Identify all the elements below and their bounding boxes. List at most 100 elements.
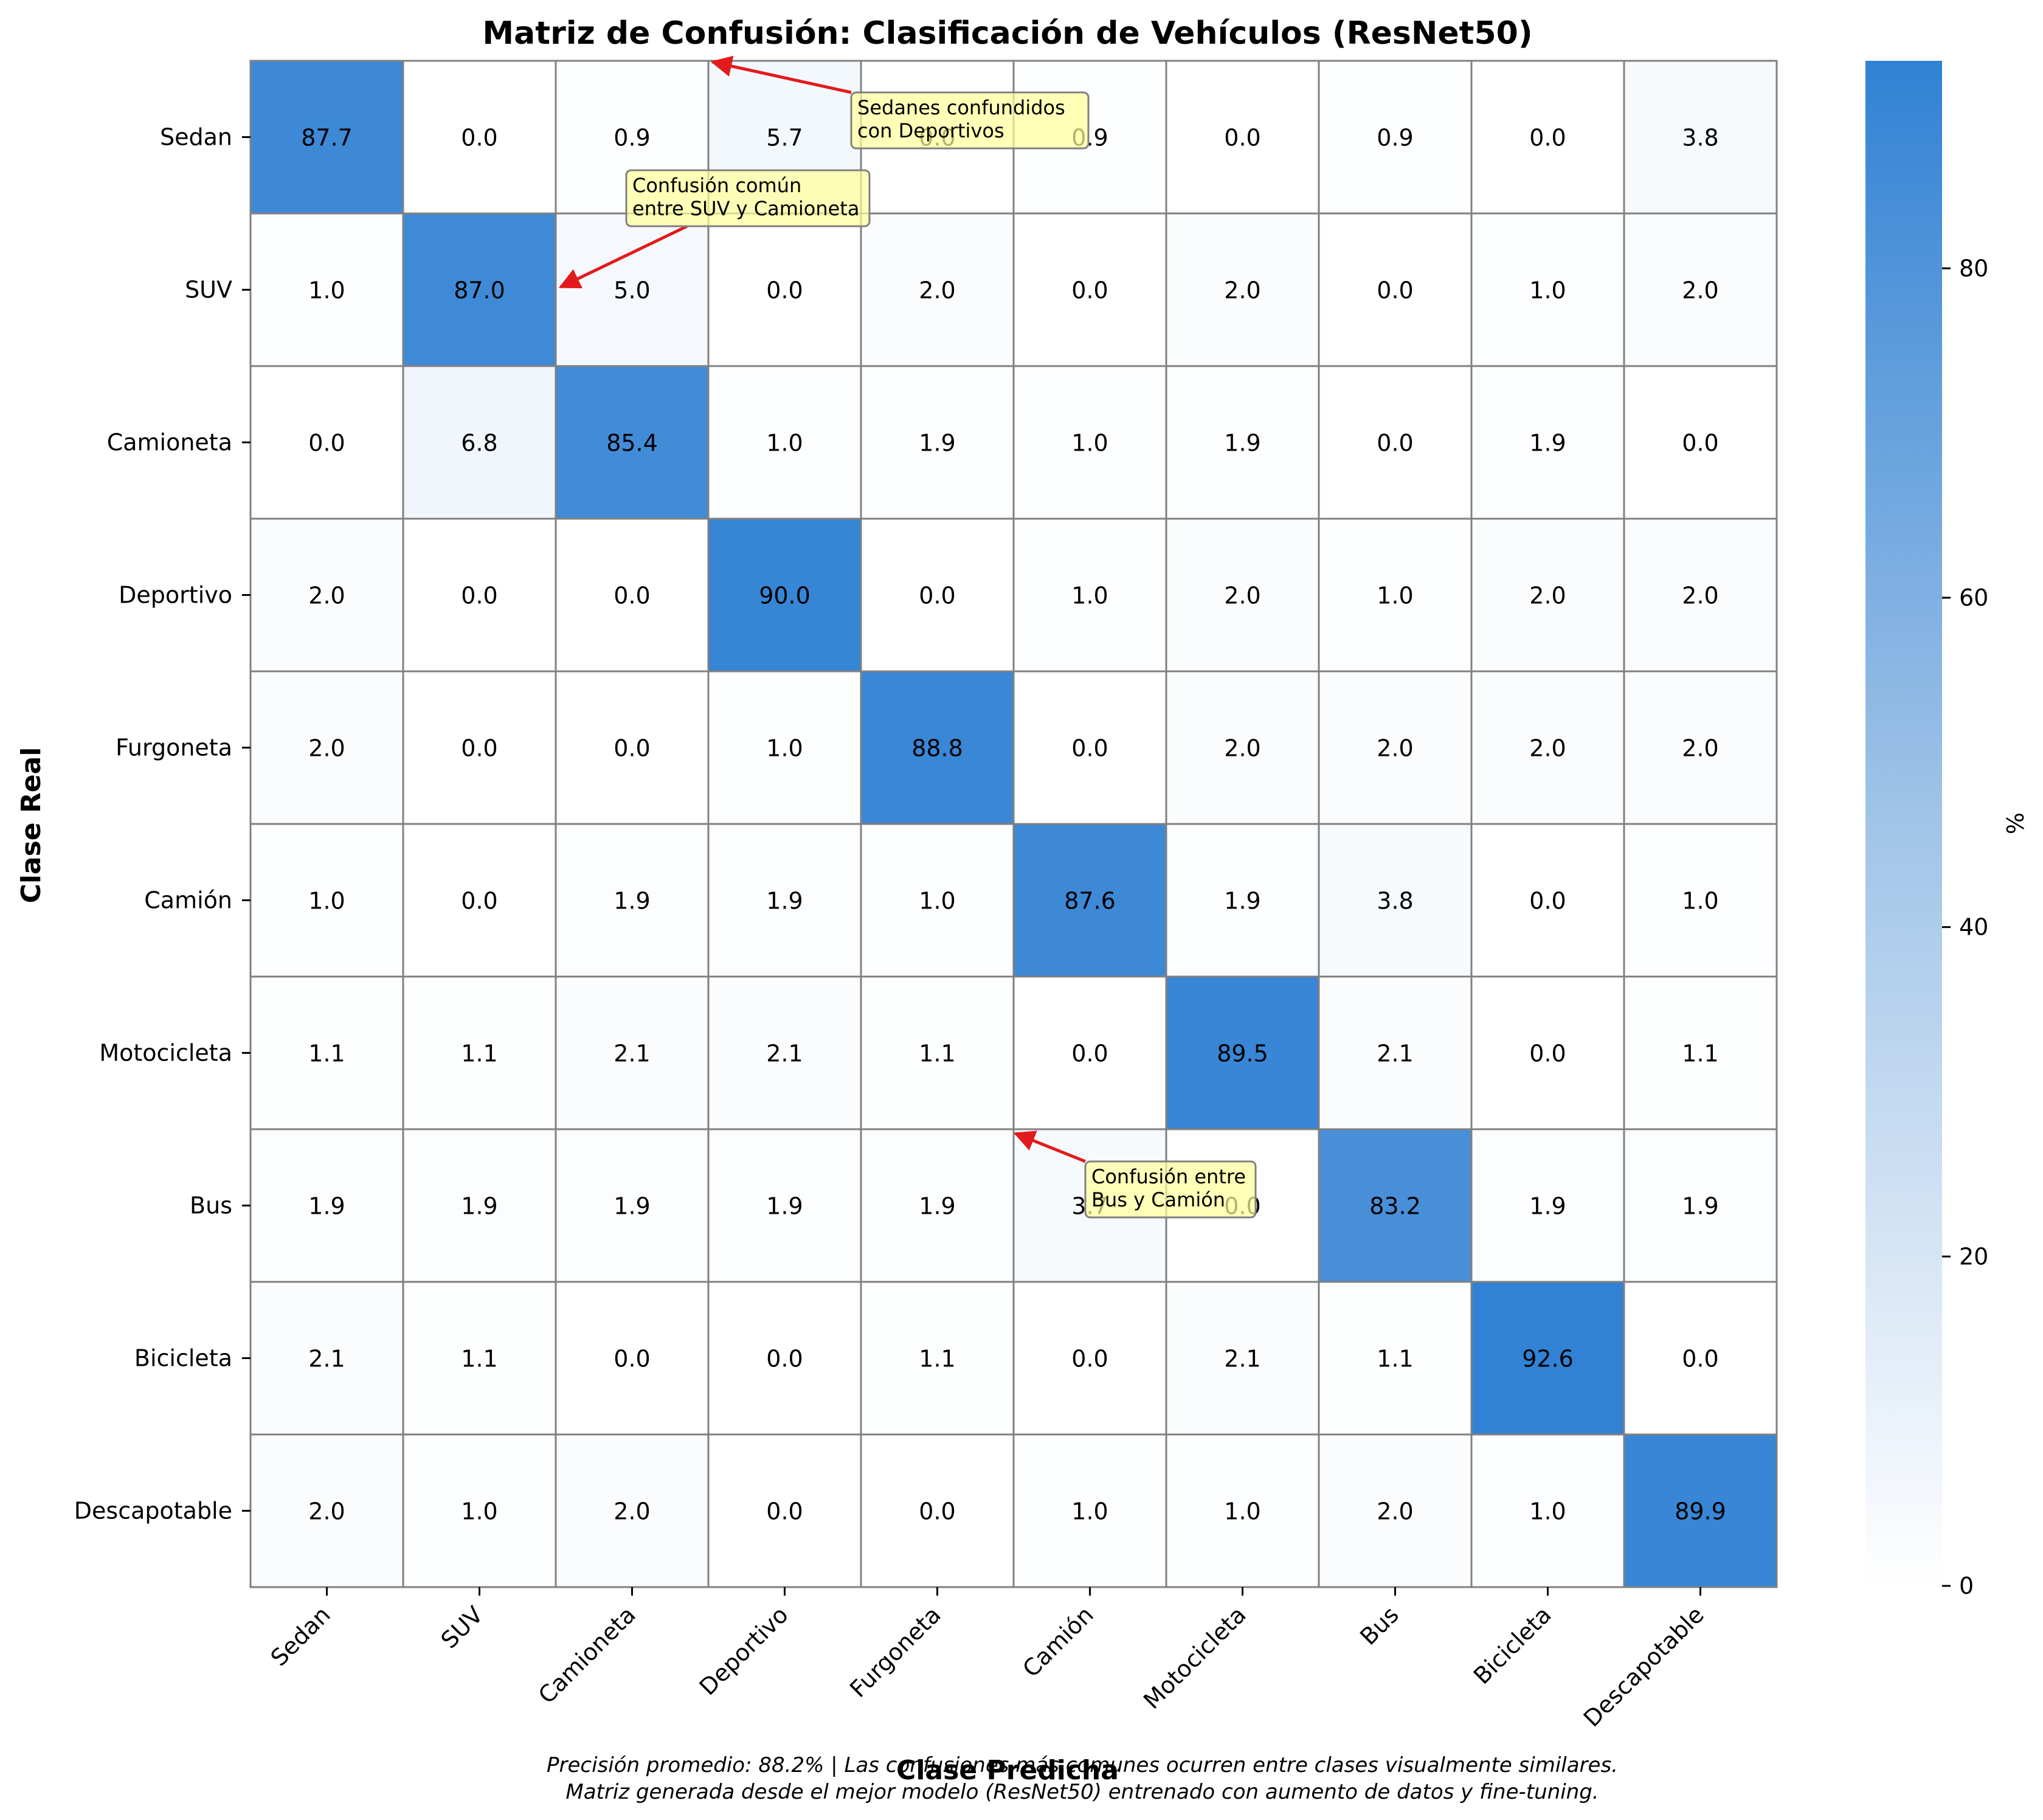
heatmap-cell xyxy=(1012,517,1167,673)
heatmap-cell xyxy=(249,975,404,1130)
cell-value-label: 1.0 xyxy=(919,888,955,915)
cell-value-label: 89.5 xyxy=(1217,1040,1268,1067)
x-tick-label: Bus xyxy=(1355,1601,1404,1650)
cell-value-label: 0.0 xyxy=(1071,277,1108,304)
cell-value-label: 2.0 xyxy=(1682,735,1718,762)
cell-value-label: 2.0 xyxy=(1529,735,1566,762)
cell-value-label: 2.0 xyxy=(919,277,955,304)
cell-value-label: 1.9 xyxy=(1529,1193,1566,1220)
heatmap-cell xyxy=(1470,823,1625,978)
cell-value-label: 89.9 xyxy=(1675,1498,1726,1525)
heatmap-cell xyxy=(1623,975,1778,1130)
x-tick-label: Camión xyxy=(1017,1601,1098,1682)
cell-value-label: 87.0 xyxy=(454,277,505,304)
y-tick-label: Motocicleta xyxy=(99,1040,232,1067)
cell-value-label: 87.7 xyxy=(301,125,353,151)
heatmap-cell xyxy=(860,670,1015,825)
cell-value-label: 2.0 xyxy=(614,1498,650,1525)
y-axis: Sedan SUV Camioneta Deportivo Furgoneta Camió… xyxy=(74,124,251,1524)
cell-value-label: 0.0 xyxy=(766,1498,803,1525)
x-tick-label: Motocicleta xyxy=(1138,1601,1251,1714)
cell-value-label: 5.0 xyxy=(614,277,650,304)
heatmap-cell xyxy=(1318,975,1473,1130)
y-tick-label: Sedan xyxy=(160,124,232,151)
heatmap-cell xyxy=(1012,823,1167,978)
heatmap-cell xyxy=(249,365,404,520)
heatmap-cell xyxy=(1470,1433,1625,1588)
cell-value-label: 0.0 xyxy=(766,277,803,304)
heatmap-cell xyxy=(249,823,404,978)
cell-value-label: 1.9 xyxy=(766,1193,803,1220)
cell-value-label: 1.9 xyxy=(308,1193,345,1220)
heatmap-cell xyxy=(1012,1433,1167,1588)
cell-value-label: 0.9 xyxy=(1377,125,1413,151)
cell-value-label: 1.1 xyxy=(461,1040,497,1067)
cell-value-label: 1.0 xyxy=(1529,1498,1566,1525)
cell-value-label: 0.0 xyxy=(308,430,345,457)
heatmap-cell xyxy=(1318,1128,1473,1283)
cell-value-label: 0.9 xyxy=(614,125,650,151)
colorbar-tick-label: 20 xyxy=(1959,1243,1988,1270)
heatmap-cell xyxy=(402,60,557,215)
cell-value-label: 6.8 xyxy=(461,430,497,457)
cell-value-label: 0.0 xyxy=(766,1346,803,1372)
cell-value-label: 2.0 xyxy=(1224,735,1260,762)
cell-value-label: 0.0 xyxy=(1224,125,1260,151)
cell-value-label: 1.9 xyxy=(1224,430,1260,457)
cell-value-label: 1.1 xyxy=(919,1040,955,1067)
heatmap-cell xyxy=(1623,517,1778,673)
y-axis-label: Clase Real xyxy=(16,747,47,904)
colorbar-tick-label: 40 xyxy=(1959,914,1988,941)
cell-value-label: 1.9 xyxy=(614,888,650,915)
heatmap-cell xyxy=(1470,670,1625,825)
cell-value-label: 1.9 xyxy=(1529,430,1566,457)
heatmap-cell xyxy=(1623,670,1778,825)
annotation: Sedanes confundidos con Deportivos xyxy=(710,55,1090,150)
cell-value-label: 0.0 xyxy=(919,1498,955,1525)
heatmap-cell xyxy=(860,1281,1015,1436)
annotation: Confusión común entre SUV y Camioneta xyxy=(558,169,871,289)
cell-value-label: 1.9 xyxy=(766,888,803,915)
cell-value-label: 2.1 xyxy=(1224,1346,1260,1372)
cell-value-label: 1.1 xyxy=(1377,1346,1413,1372)
heatmap-cell xyxy=(1623,212,1778,367)
cell-value-label: 1.9 xyxy=(614,1193,650,1220)
annotation-box xyxy=(625,169,871,227)
heatmap-cell xyxy=(555,1281,710,1436)
heatmap-cell xyxy=(1623,1128,1778,1283)
cell-value-label: 2.0 xyxy=(1224,277,1260,304)
heatmap-cell xyxy=(1623,1433,1778,1588)
cell-value-label: 1.9 xyxy=(1682,1193,1718,1220)
y-tick-label: Bicicleta xyxy=(134,1345,232,1372)
heatmap-cell xyxy=(707,1433,862,1588)
cell-value-label: 0.0 xyxy=(1682,430,1718,457)
cell-value-label: 1.9 xyxy=(1224,888,1260,915)
heatmap-cell xyxy=(1623,60,1778,215)
heatmap-cell xyxy=(1165,1281,1320,1436)
x-tick-label: Camioneta xyxy=(533,1601,641,1709)
x-tick-label: Descapotable xyxy=(1578,1601,1709,1732)
cell-value-label: 0.0 xyxy=(1377,430,1413,457)
heatmap-cell xyxy=(707,823,862,978)
heatmap-cell xyxy=(1165,365,1320,520)
heatmap-cell xyxy=(1012,975,1167,1130)
cell-value-label: 0.0 xyxy=(1682,1346,1718,1372)
heatmap-cell xyxy=(1165,670,1320,825)
annotation-arrow xyxy=(710,55,852,94)
cell-value-label: 92.6 xyxy=(1522,1346,1574,1372)
colorbar-tick-label: 80 xyxy=(1959,255,1988,282)
cell-value-label: 1.0 xyxy=(1071,583,1108,609)
cell-value-label: 0.0 xyxy=(1529,1040,1566,1067)
x-tick-label: Bicicleta xyxy=(1468,1601,1557,1689)
heatmap-cell xyxy=(1470,975,1625,1130)
cell-value-label: 1.9 xyxy=(919,1193,955,1220)
annotation-arrow xyxy=(1013,1130,1086,1163)
cell-value-label: 0.0 xyxy=(461,583,497,609)
heatmap-cell xyxy=(1318,212,1473,367)
cell-value-label: 3.8 xyxy=(1682,125,1718,151)
x-tick-label: Furgoneta xyxy=(845,1601,946,1703)
heatmap-cell xyxy=(555,212,710,367)
colorbar-ticks: 0 20 40 60 80 xyxy=(1942,255,1988,1599)
cell-value-label: 1.1 xyxy=(308,1040,345,1067)
heatmap-cell xyxy=(555,823,710,978)
